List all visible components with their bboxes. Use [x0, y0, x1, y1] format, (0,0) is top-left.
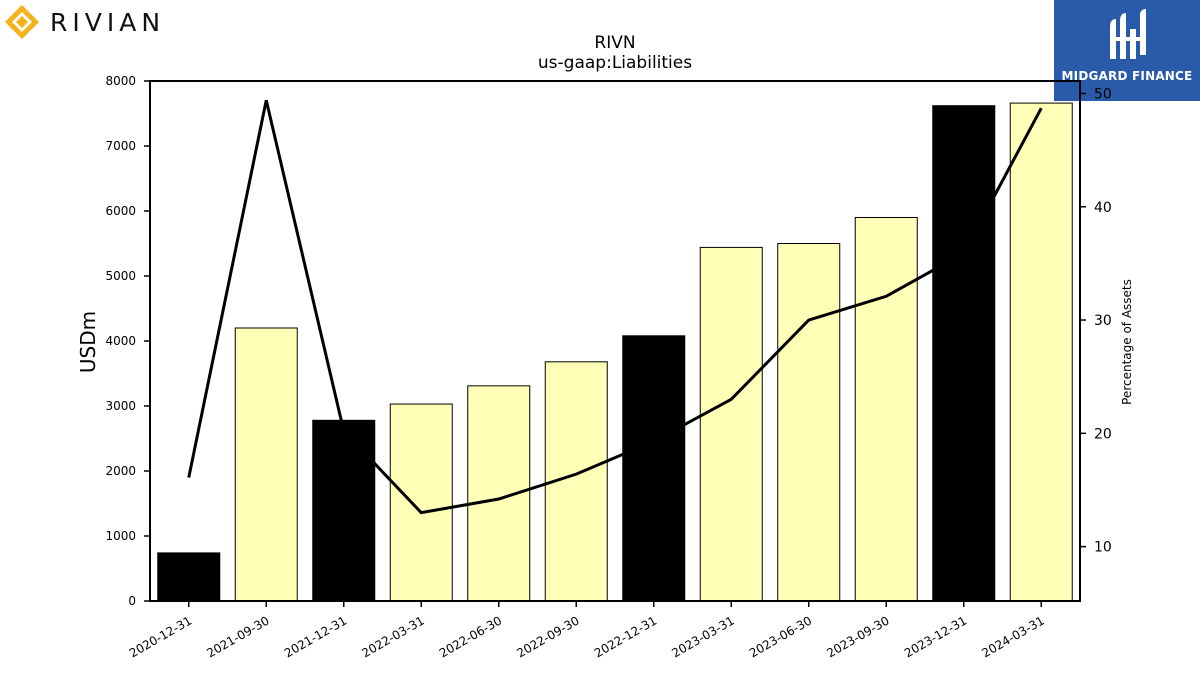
bar-2023-09-30	[854, 217, 918, 602]
x-tick-label: 2023-06-30	[747, 613, 814, 660]
y2-tick-label: 10	[1094, 540, 1112, 556]
bar-2020-12-31	[157, 552, 221, 602]
y-tick-label: 7000	[105, 139, 136, 153]
rivian-logo: RIVIAN	[4, 4, 165, 40]
percentage-of-assets-line	[187, 99, 1043, 515]
y-tick-label: 1000	[105, 529, 136, 543]
midgard-finance-badge: MIDGARD FINANCE	[1054, 0, 1200, 101]
y-tick-label: 4000	[105, 334, 136, 348]
bar-2021-09-30	[234, 327, 298, 602]
bar-2022-12-31	[622, 335, 686, 602]
y2-tick-label: 30	[1094, 313, 1112, 329]
y2-tick-label: 40	[1094, 200, 1112, 216]
x-tick-label: 2023-03-31	[669, 613, 736, 660]
y2-axis-label: Percentage of Assets	[1120, 279, 1134, 405]
rivian-wordmark: RIVIAN	[50, 7, 166, 37]
bar-2023-06-30	[777, 243, 841, 602]
y-axis-label: USDm	[76, 311, 100, 373]
y-tick-label: 2000	[105, 464, 136, 478]
x-tick-label: 2022-03-31	[359, 613, 426, 660]
x-tick-label: 2022-06-30	[437, 613, 504, 660]
midgard-finance-label: MIDGARD FINANCE	[1061, 69, 1193, 83]
x-tick-label: 2021-09-30	[204, 613, 271, 660]
y-tick-label: 8000	[105, 74, 136, 88]
x-tick-label: 2022-12-31	[592, 613, 659, 660]
y-tick-label: 3000	[105, 399, 136, 413]
x-tick-label: 2023-12-31	[902, 613, 969, 660]
rivian-diamond-icon	[5, 5, 39, 39]
midgard-monogram-icon	[1110, 9, 1146, 59]
chart-title: RIVN	[594, 33, 635, 53]
x-tick-label: 2022-09-30	[514, 613, 581, 660]
bar-2022-03-31	[389, 403, 453, 602]
bar-2023-03-31	[699, 246, 763, 602]
y-tick-label: 0	[128, 594, 136, 608]
bar-2023-12-31	[932, 105, 996, 602]
y-tick-label: 5000	[105, 269, 136, 283]
x-tick-label: 2020-12-31	[127, 613, 194, 660]
chart-subtitle: us-gaap:Liabilities	[538, 53, 692, 73]
x-tick-label: 2023-09-30	[824, 613, 891, 660]
y2-tick-label: 20	[1094, 426, 1112, 442]
x-tick-label: 2021-12-31	[282, 613, 349, 660]
bar-2024-03-31	[1009, 102, 1073, 602]
y2-tick-label: 50	[1094, 86, 1112, 102]
y-tick-label: 6000	[105, 204, 136, 218]
x-tick-label: 2024-03-31	[979, 613, 1046, 660]
bar-2021-12-31	[312, 419, 376, 602]
bar-2022-06-30	[467, 385, 531, 602]
